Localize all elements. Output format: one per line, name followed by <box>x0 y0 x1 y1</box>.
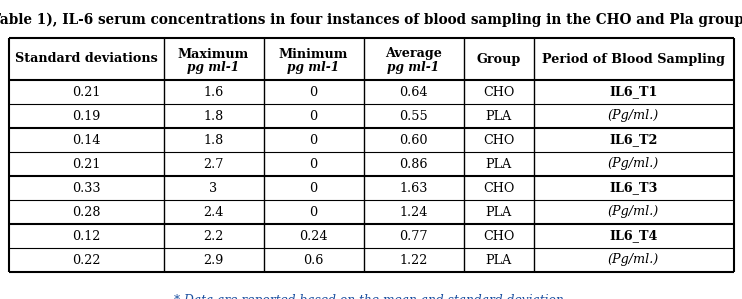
Text: pg ml-1: pg ml-1 <box>387 62 439 74</box>
Text: 0.19: 0.19 <box>72 109 100 123</box>
Text: CHO: CHO <box>483 181 514 195</box>
Text: IL6_T3: IL6_T3 <box>609 181 657 195</box>
Text: 0: 0 <box>309 86 318 98</box>
Text: IL6_T1: IL6_T1 <box>609 86 657 98</box>
Text: CHO: CHO <box>483 133 514 147</box>
Text: 0.60: 0.60 <box>399 133 427 147</box>
Text: 0.77: 0.77 <box>399 230 427 242</box>
Text: 1.8: 1.8 <box>203 109 223 123</box>
Text: 2.2: 2.2 <box>203 230 223 242</box>
Text: 0.14: 0.14 <box>72 133 100 147</box>
Text: PLA: PLA <box>485 109 512 123</box>
Text: 0: 0 <box>309 109 318 123</box>
Text: 0: 0 <box>309 205 318 219</box>
Text: 0.64: 0.64 <box>399 86 427 98</box>
Text: PLA: PLA <box>485 254 512 266</box>
Text: (Pg/ml.): (Pg/ml.) <box>608 205 659 219</box>
Text: 1.63: 1.63 <box>399 181 427 195</box>
Text: PLA: PLA <box>485 158 512 170</box>
Text: (Pg/ml.): (Pg/ml.) <box>608 254 659 266</box>
Text: 0.21: 0.21 <box>72 86 100 98</box>
Text: 3: 3 <box>209 181 217 195</box>
Text: 0: 0 <box>309 158 318 170</box>
Text: 0.12: 0.12 <box>72 230 100 242</box>
Text: 1.6: 1.6 <box>203 86 223 98</box>
Text: Maximum: Maximum <box>178 48 249 60</box>
Text: Group: Group <box>476 53 521 65</box>
Text: 0: 0 <box>309 181 318 195</box>
Text: 0: 0 <box>309 133 318 147</box>
Text: (Pg/ml.): (Pg/ml.) <box>608 158 659 170</box>
Text: 1.24: 1.24 <box>399 205 427 219</box>
Text: CHO: CHO <box>483 230 514 242</box>
Text: 2.9: 2.9 <box>203 254 223 266</box>
Text: 2.4: 2.4 <box>203 205 223 219</box>
Text: Period of Blood Sampling: Period of Blood Sampling <box>542 53 725 65</box>
Text: Standard deviations: Standard deviations <box>15 53 157 65</box>
Text: pg ml-1: pg ml-1 <box>287 62 340 74</box>
Text: 0.28: 0.28 <box>72 205 100 219</box>
Text: 0.55: 0.55 <box>399 109 428 123</box>
Text: Minimum: Minimum <box>279 48 348 60</box>
Text: 0.21: 0.21 <box>72 158 100 170</box>
Text: 0.86: 0.86 <box>399 158 427 170</box>
Text: Average: Average <box>385 48 442 60</box>
Text: Table 1), IL-6 serum concentrations in four instances of blood sampling in the C: Table 1), IL-6 serum concentrations in f… <box>0 13 742 28</box>
Text: 0.33: 0.33 <box>72 181 100 195</box>
Text: PLA: PLA <box>485 205 512 219</box>
Text: (Pg/ml.): (Pg/ml.) <box>608 109 659 123</box>
Text: CHO: CHO <box>483 86 514 98</box>
Text: 0.22: 0.22 <box>72 254 100 266</box>
Text: 0.6: 0.6 <box>303 254 324 266</box>
Text: 1.8: 1.8 <box>203 133 223 147</box>
Text: 1.22: 1.22 <box>399 254 427 266</box>
Text: 2.7: 2.7 <box>203 158 223 170</box>
Text: * Data are reported based on the mean and standard deviation.: * Data are reported based on the mean an… <box>174 294 568 299</box>
Text: IL6_T4: IL6_T4 <box>609 230 657 242</box>
Text: IL6_T2: IL6_T2 <box>609 133 657 147</box>
Text: pg ml-1: pg ml-1 <box>188 62 240 74</box>
Text: 0.24: 0.24 <box>299 230 328 242</box>
